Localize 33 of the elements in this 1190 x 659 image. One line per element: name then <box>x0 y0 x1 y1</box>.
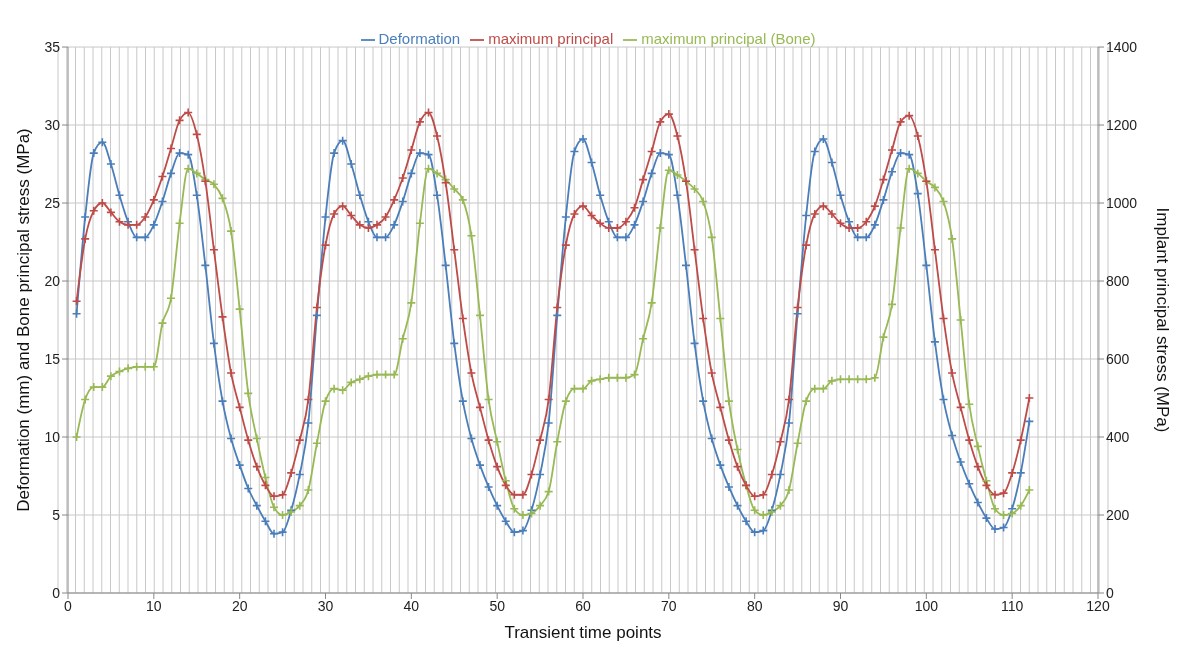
legend-label: maximum principal (Bone) <box>641 30 816 47</box>
x-tick-label: 60 <box>575 597 591 614</box>
x-tick-label: 30 <box>317 597 334 614</box>
y-tick-label: 15 <box>44 350 61 367</box>
y-axis-title: Deformation (mm) and Bone principal stress (MPa) <box>14 128 34 512</box>
y-tick-label: 0 <box>52 584 61 601</box>
x-tick-label: 0 <box>64 597 73 614</box>
x-tick-label: 90 <box>832 597 849 614</box>
x-tick-label: 50 <box>489 597 506 614</box>
x-tick-label: 70 <box>661 597 677 614</box>
legend-label: maximum principal <box>488 30 614 47</box>
y-tick-label: 20 <box>44 272 61 289</box>
y2-tick-label: 600 <box>1106 350 1130 367</box>
y2-tick-label: 1400 <box>1106 39 1138 55</box>
x-tick-label: 10 <box>146 597 162 614</box>
y-tick-label: 5 <box>52 506 61 523</box>
y-tick-label: 25 <box>44 194 61 211</box>
legend-label: Deformation <box>378 30 461 47</box>
y-tick-label: 30 <box>44 117 61 133</box>
x-tick-label: 100 <box>914 597 939 614</box>
y2-tick-label: 400 <box>1106 428 1130 445</box>
y-tick-label: 35 <box>44 39 61 55</box>
y-tick-label: 10 <box>44 428 61 445</box>
x-tick-label: 80 <box>746 597 763 614</box>
x-tick-label: 110 <box>1001 597 1024 614</box>
y2-tick-label: 1200 <box>1106 117 1138 133</box>
y2-tick-label: 200 <box>1106 506 1130 523</box>
y2-tick-label: 1000 <box>1106 194 1138 211</box>
x-tick-label: 20 <box>231 597 248 614</box>
x-tick-label: 40 <box>403 597 420 614</box>
y2-axis-title: Implant principal stress (MPa) <box>1152 207 1172 433</box>
y2-tick-label: 800 <box>1106 272 1130 289</box>
x-axis-title: Transient time points <box>504 623 662 642</box>
